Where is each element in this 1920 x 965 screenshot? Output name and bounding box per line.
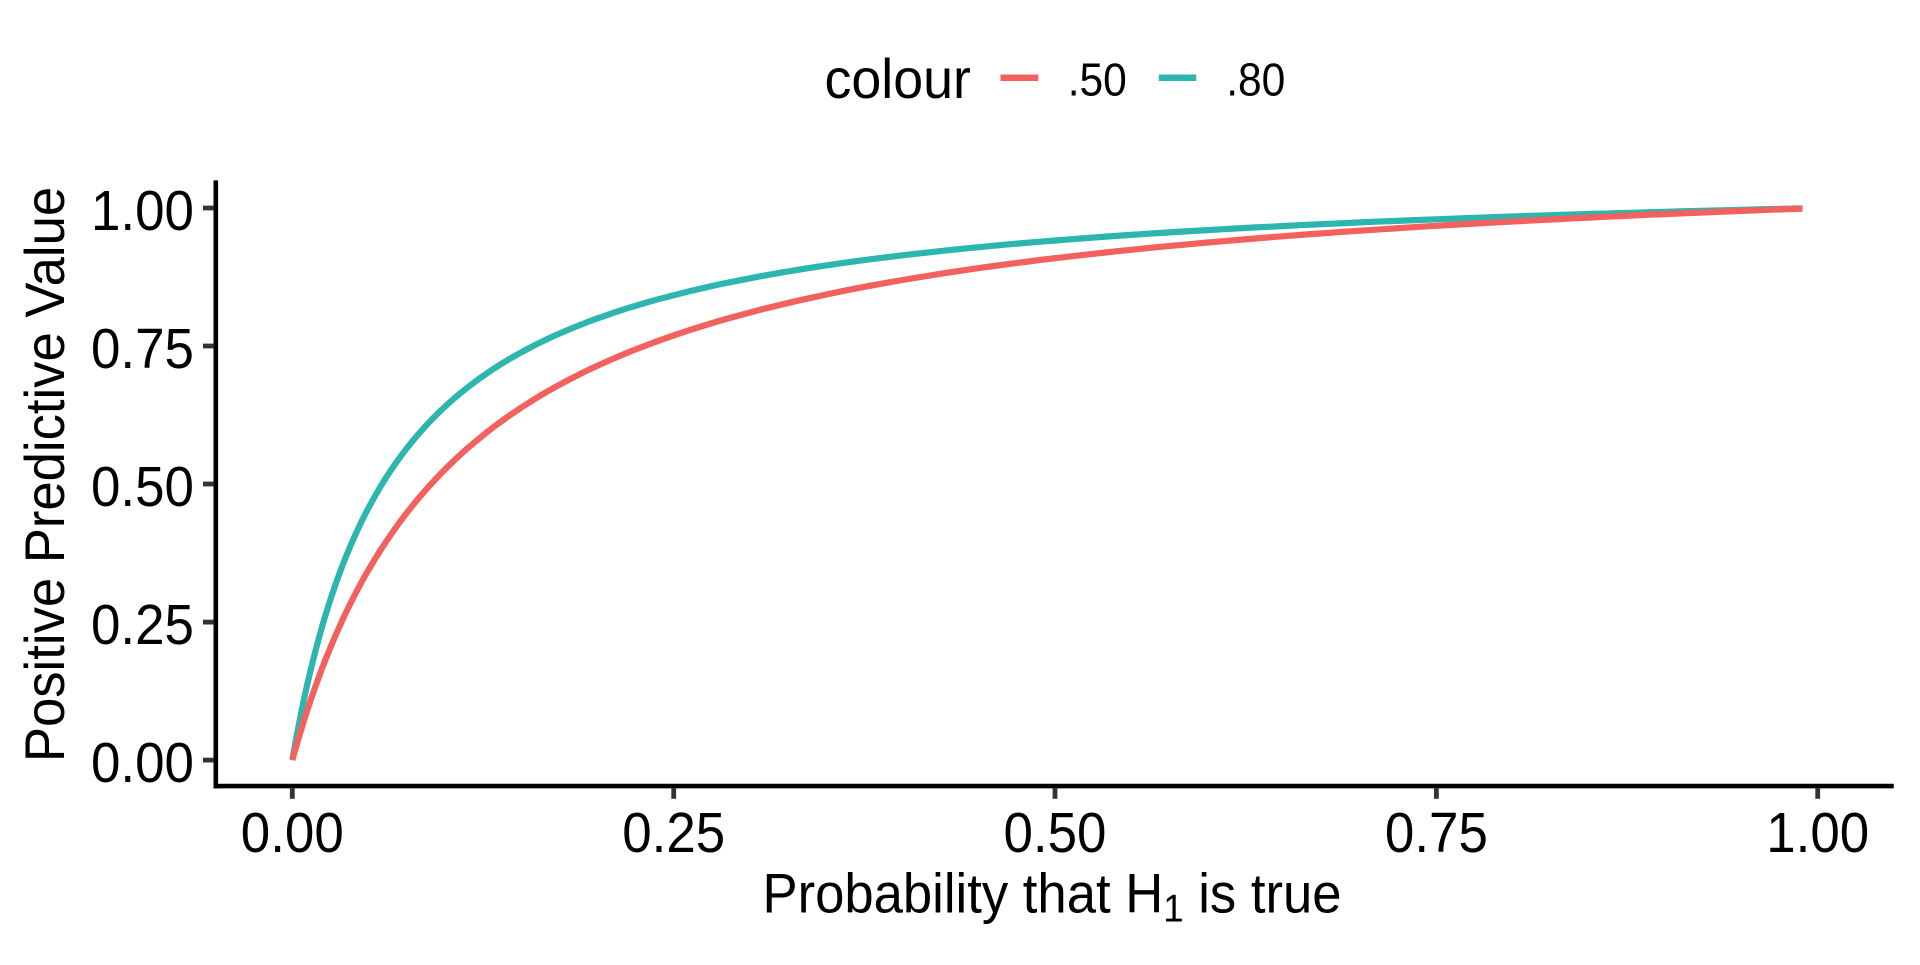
svg-text:0.50: 0.50 — [91, 455, 194, 519]
svg-text:1.00: 1.00 — [1766, 801, 1869, 865]
svg-text:.80: .80 — [1226, 55, 1285, 106]
svg-text:0.50: 0.50 — [1004, 801, 1107, 865]
svg-text:0.25: 0.25 — [91, 593, 194, 657]
svg-text:colour: colour — [825, 47, 971, 110]
svg-text:0.25: 0.25 — [622, 801, 725, 865]
svg-text:0.75: 0.75 — [91, 317, 194, 381]
svg-text:Probability that H1 is true: Probability that H1 is true — [762, 862, 1341, 931]
svg-text:0.75: 0.75 — [1385, 801, 1488, 865]
svg-text:.50: .50 — [1068, 55, 1127, 106]
svg-text:0.00: 0.00 — [241, 801, 344, 865]
svg-text:Positive Predictive Value: Positive Predictive Value — [14, 187, 77, 762]
svg-text:0.00: 0.00 — [91, 731, 194, 795]
svg-text:1.00: 1.00 — [91, 179, 194, 243]
